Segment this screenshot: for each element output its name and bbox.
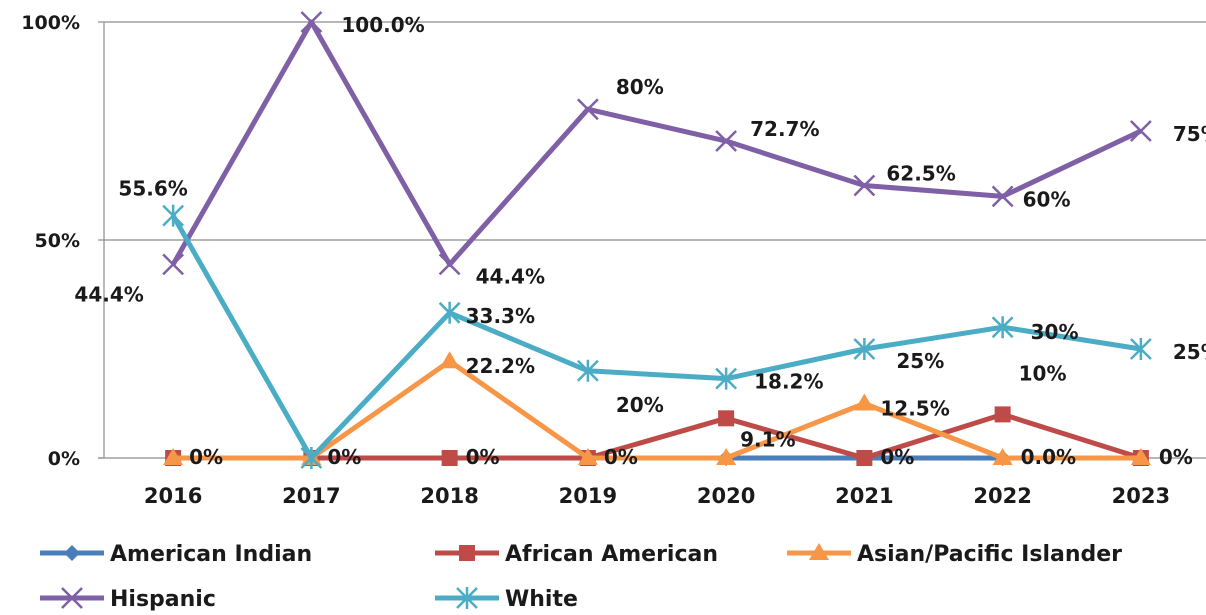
point-hispanic bbox=[440, 254, 460, 274]
point-african-american bbox=[995, 406, 1011, 422]
point-hispanic bbox=[163, 254, 183, 274]
data-label-white: 18.2% bbox=[754, 370, 823, 394]
data-label-african-american: 0% bbox=[1159, 445, 1193, 469]
data-label-white: 33.3% bbox=[466, 304, 535, 328]
x-tick-label: 2022 bbox=[973, 484, 1031, 508]
series-line-hispanic bbox=[173, 22, 1141, 264]
data-label-asian-pacific-islander: 0.0% bbox=[1021, 445, 1076, 469]
x-tick-label: 2019 bbox=[559, 484, 617, 508]
legend-item-asian-pacific-islander: Asian/Pacific Islander bbox=[787, 542, 1122, 567]
legend-marker bbox=[64, 545, 80, 561]
point-african-american bbox=[856, 450, 872, 466]
legend-item-american-indian: American Indian bbox=[40, 542, 312, 567]
data-label-hispanic: 80% bbox=[616, 75, 664, 99]
legend-label: White bbox=[505, 587, 578, 612]
x-axis-tick-labels: 2016 2017 2018 2019 2020 2021 2022 2023 bbox=[144, 484, 1170, 508]
legend-item-white: White bbox=[435, 587, 578, 612]
data-label-asian-pacific-islander: 22.2% bbox=[466, 354, 535, 378]
data-label-african-american: 0% bbox=[327, 445, 361, 469]
point-asian-pacific-islander bbox=[440, 351, 460, 368]
point-white bbox=[163, 205, 183, 227]
data-label-white: 30% bbox=[1031, 320, 1079, 344]
data-label-african-american: 0% bbox=[604, 445, 638, 469]
data-label-white: 25% bbox=[896, 349, 944, 373]
data-label-hispanic: 62.5% bbox=[886, 162, 955, 186]
x-tick-label: 2020 bbox=[697, 484, 755, 508]
x-tick-label: 2023 bbox=[1112, 484, 1170, 508]
data-label-hispanic: 44.4% bbox=[476, 264, 545, 288]
data-label-asian-pacific-islander: 12.5% bbox=[880, 397, 949, 421]
point-african-american bbox=[442, 450, 458, 466]
y-axis-tick-labels: 0% 50% 100% bbox=[21, 12, 80, 470]
x-tick-label: 2016 bbox=[144, 484, 202, 508]
series-hispanic bbox=[163, 12, 1151, 274]
y-tick-label: 50% bbox=[35, 230, 80, 252]
data-label-african-american: 0% bbox=[466, 445, 500, 469]
point-asian-pacific-islander bbox=[854, 394, 874, 411]
data-label-hispanic: 100.0% bbox=[341, 13, 424, 37]
x-tick-label: 2018 bbox=[420, 484, 478, 508]
point-african-american bbox=[718, 410, 734, 426]
data-label-african-american: 0% bbox=[189, 445, 223, 469]
data-label-hispanic: 75% bbox=[1173, 122, 1206, 146]
legend-marker bbox=[459, 545, 475, 561]
data-label-african-american: 10% bbox=[1019, 361, 1067, 385]
series-white bbox=[163, 205, 1151, 469]
data-label-white: 25% bbox=[1173, 340, 1206, 364]
data-label-african-american: 0% bbox=[880, 445, 914, 469]
data-label-hispanic: 60% bbox=[1023, 187, 1071, 211]
data-label-african-american: 9.1% bbox=[740, 427, 795, 451]
x-tick-label: 2021 bbox=[835, 484, 893, 508]
data-label-hispanic: 44.4% bbox=[74, 282, 143, 306]
legend-item-hispanic: Hispanic bbox=[40, 587, 216, 612]
data-label-white: 55.6% bbox=[118, 177, 187, 201]
data-label-white: 20% bbox=[616, 393, 664, 417]
point-white bbox=[440, 302, 460, 324]
y-tick-label: 0% bbox=[48, 448, 80, 470]
legend-label: Asian/Pacific Islander bbox=[857, 542, 1122, 567]
y-tick-label: 100% bbox=[21, 12, 80, 34]
x-tick-label: 2017 bbox=[282, 484, 340, 508]
legend: American Indian African American Asian/Pac… bbox=[40, 542, 1122, 612]
legend-item-african-american: African American bbox=[435, 542, 718, 567]
legend-label: African American bbox=[505, 542, 718, 567]
data-labels: 0% 0% 0% 0% 9.1% 0% 10% 0% 22.2% 12.5% 0.0% 44.4% 10… bbox=[74, 13, 1206, 469]
legend-label: Hispanic bbox=[110, 587, 216, 612]
legend-label: American Indian bbox=[110, 542, 312, 567]
point-hispanic bbox=[1131, 121, 1151, 141]
data-label-hispanic: 72.7% bbox=[750, 117, 819, 141]
